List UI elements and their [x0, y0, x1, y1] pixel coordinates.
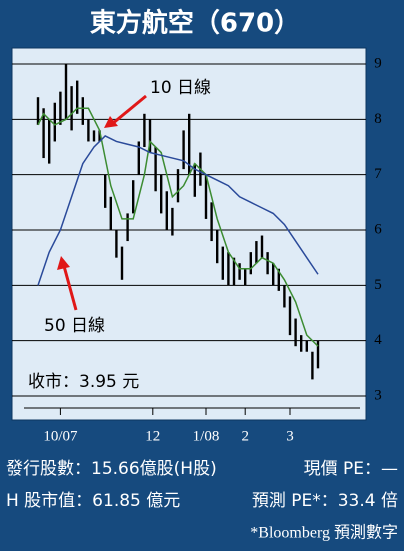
- x-tick-label: 2: [241, 428, 249, 444]
- x-tick-label: 12: [145, 428, 160, 444]
- arrowhead: [104, 116, 118, 128]
- ma-line: [37, 135, 319, 286]
- arrowhead: [57, 256, 70, 270]
- footer-note: *Bloomberg 預測數字: [250, 524, 398, 542]
- footer-pe: 現價 PE：—: [304, 459, 398, 479]
- ma50-label: 50 日線: [44, 316, 105, 336]
- x-tick-label: 1/08: [193, 428, 220, 444]
- y-tick-label: 6: [374, 221, 382, 237]
- ma-line: [37, 107, 319, 347]
- x-tick-label: 10/07: [43, 428, 78, 444]
- y-tick-label: 5: [374, 277, 382, 293]
- y-tick-label: 9: [374, 55, 382, 71]
- y-tick-label: 4: [374, 332, 382, 348]
- moving-averages: [37, 107, 319, 347]
- y-tick-label: 3: [374, 387, 382, 403]
- footer-forecast-pe: 預測 PE*：33.4 倍: [252, 491, 398, 511]
- y-tick-label: 7: [374, 166, 382, 182]
- y-tick-label: 8: [374, 111, 382, 127]
- x-tick-label: 3: [286, 428, 294, 444]
- footer-shares: 發行股數：15.66億股(H股): [6, 459, 217, 479]
- close-annotation: 收市：3.95 元: [28, 372, 139, 392]
- ma10-label: 10 日線: [150, 78, 211, 98]
- arrow: [111, 94, 147, 126]
- chart-title: 東方航空（670）: [90, 8, 300, 39]
- arrow: [62, 265, 78, 311]
- footer-market-cap: H 股市值：61.85 億元: [6, 491, 180, 511]
